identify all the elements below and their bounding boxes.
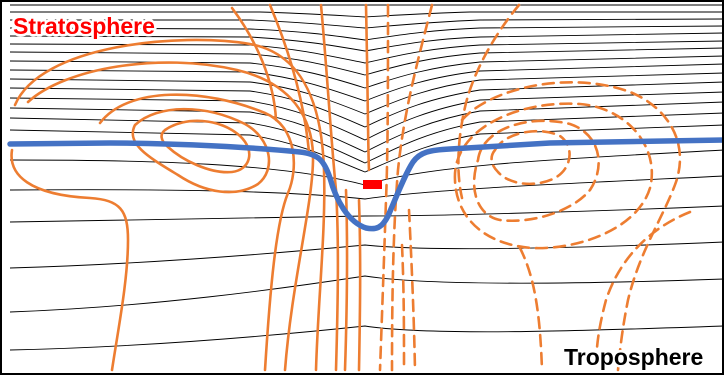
positive-contour [26,61,315,372]
isentrope [9,72,724,115]
isentrope [9,91,724,141]
stratosphere-label: Stratosphere [13,13,155,39]
isentrope [9,149,724,186]
isentrope [9,81,724,128]
isentrope [9,241,724,269]
negative-contour [378,3,390,372]
positive-contour [230,6,278,122]
isentrope [9,101,724,153]
negative-contour [490,129,571,186]
positive-contour [10,148,130,372]
positive-contour [357,198,362,372]
troposphere-label: Troposphere [564,344,703,370]
negative-contour [460,81,682,372]
isentrope [9,55,724,89]
positive-contour [268,3,311,154]
isentropes [9,4,724,351]
positive-anomaly-contours [10,3,371,372]
negative-contour [390,3,434,372]
isentrope [9,63,724,102]
isentrope [9,205,724,223]
negative-contour [472,119,600,222]
isentrope [9,124,724,173]
negative-contour [518,246,544,372]
isentrope [9,40,724,64]
negative-contour [453,102,653,250]
positive-contour [364,3,371,172]
isentrope [9,275,724,313]
tropopause-line [7,137,724,232]
negative-contour [407,208,417,372]
negative-contour [457,3,521,200]
positive-contour [131,107,271,194]
isentrope [9,25,724,41]
red-marker [363,180,382,189]
positive-contour [13,38,326,372]
isentrope [9,325,724,351]
isentrope [9,175,724,200]
negative-anomaly-contours [378,3,692,372]
isentrope [10,18,724,29]
positive-contour [98,93,296,372]
negative-contour [594,210,692,372]
negative-contour [400,243,406,372]
